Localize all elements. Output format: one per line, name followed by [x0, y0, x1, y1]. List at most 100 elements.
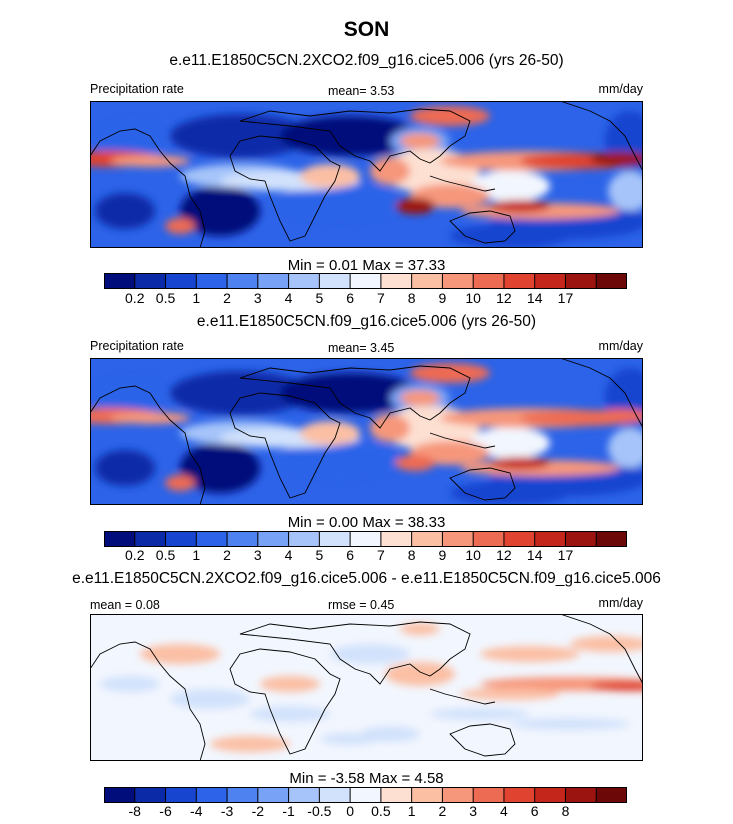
panel2-map-field-region [95, 378, 165, 418]
panel3-colorbar-tick-label: 6 [530, 803, 539, 819]
panel3-colorbar-swatch [534, 787, 566, 803]
panel3-map-field-region [570, 636, 643, 652]
panel2-map-field-region [180, 443, 260, 493]
panel2-map-coastline [429, 432, 496, 449]
panel3-colorbar-swatch [319, 787, 351, 803]
panel3-colorbar-tick-label: -6 [159, 803, 172, 819]
panel3-colorbar [104, 787, 627, 803]
panel3-difference-map [90, 614, 643, 761]
panel2-colorbar-ticks: 0.2 0.5 1 2 3 4 5 6 7 8 9 10 12 14 17 [0, 547, 733, 565]
panel2-colorbar-tick-label: 7 [376, 547, 385, 563]
panel3-colorbar-ticks: -8 -6 -4 -3 -2 -1 -0.5 0 0.5 1 2 3 4 6 8 [0, 803, 733, 821]
panel2-colorbar-tick-label: 4 [284, 547, 293, 563]
panel2-colorbar-swatch [442, 531, 474, 547]
panel2-colorbar-swatch [473, 531, 505, 547]
panel2-colorbar-swatch [380, 531, 413, 547]
panel3-map-coastline [429, 688, 496, 705]
panel3-colorbar-swatch [473, 787, 505, 803]
panel2-map-field-region [370, 414, 410, 442]
panel2-colorbar-swatch [288, 531, 320, 547]
panel3-map-field-region [460, 688, 560, 700]
panel1-mean-label: mean= 3.53 [328, 84, 395, 98]
panel1-map-field-region [395, 198, 435, 214]
panel3-units-label: mm/day [598, 596, 643, 610]
panel3-colorbar-swatch [196, 787, 228, 803]
panel1-colorbar-tick-label: 6 [346, 290, 355, 306]
panel1-map-field-region [280, 183, 400, 219]
panel2-precip-map [90, 358, 643, 505]
panel1-colorbar-ticks: 0.2 0.5 1 2 3 4 5 6 7 8 9 10 12 14 17 [0, 290, 733, 308]
panel2-colorbar-tick-label: 10 [465, 547, 481, 563]
panel1-precip-map [90, 101, 643, 248]
panel2-colorbar [104, 531, 627, 547]
panel1-colorbar-tick-label: 3 [253, 290, 262, 306]
panel1-colorbar-swatch [257, 273, 289, 289]
panel1-map-field-region [180, 186, 260, 236]
panel2-map-field-region [608, 428, 643, 468]
panel2-colorbar-swatch [257, 531, 289, 547]
panel3-colorbar-tick-label: -8 [128, 803, 141, 819]
panel1-map-field-region [370, 157, 410, 185]
panel1-map-field-region [110, 155, 190, 167]
panel2-colorbar-tick-label: 17 [557, 547, 574, 563]
panel3-map-field-region [510, 718, 630, 730]
panel1-colorbar-swatch [319, 273, 351, 289]
panel2-colorbar-swatch [196, 531, 228, 547]
panel2-colorbar-tick-label: 3 [253, 547, 262, 563]
panel3-colorbar-swatch [227, 787, 259, 803]
panel1-colorbar-tick-label: 14 [526, 290, 543, 306]
panel2-colorbar-tick-label: 1 [192, 547, 201, 563]
panel2-map-coastline [559, 358, 643, 429]
panel3-colorbar-swatch [104, 787, 136, 803]
panel3-colorbar-swatch [288, 787, 320, 803]
panel3-colorbar-tick-label: -1 [282, 803, 295, 819]
panel3-colorbar-swatch [134, 787, 166, 803]
panel2-case-title: e.e11.E1850C5CN.f09_g16.cice5.006 (yrs 2… [196, 313, 537, 330]
panel2-map-coastline [90, 385, 206, 505]
panel3-map-field-region [400, 623, 440, 635]
panel1-colorbar-swatch [565, 273, 597, 289]
panel3-colorbar-swatch [165, 787, 197, 803]
panel2-colorbar-swatch [165, 531, 197, 547]
panel2-colorbar-swatch [104, 531, 136, 547]
panel2-colorbar-swatch [534, 531, 566, 547]
panel2-units-label: mm/day [598, 339, 643, 353]
panel3-colorbar-swatch [257, 787, 289, 803]
panel1-colorbar-swatch [165, 273, 197, 289]
panel1-map-field-region [590, 152, 643, 166]
panel3-colorbar-swatch [442, 787, 474, 803]
panel1-colorbar-swatch [411, 273, 443, 289]
panel2-colorbar-tick-label: 8 [407, 547, 416, 563]
panel2-colorbar-tick-label: 14 [526, 547, 543, 563]
panel3-map-coastline [449, 723, 516, 757]
panel3-colorbar-swatch [411, 787, 443, 803]
panel1-colorbar-swatch [442, 273, 474, 289]
panel1-colorbar-swatch [534, 273, 566, 289]
panel3-map-coastline [239, 621, 471, 685]
panel3-map-field-region [385, 662, 455, 686]
panel1-map-field-region [95, 193, 155, 229]
panel2-map-field-region [170, 371, 310, 415]
panel2-colorbar-swatch [134, 531, 166, 547]
panel2-map-field-region [470, 427, 550, 459]
panel1-map-coastline [449, 210, 516, 244]
panel1-map-coastline [429, 175, 496, 192]
panel2-map-coastline [239, 365, 471, 429]
panel3-colorbar-tick-label: 1 [407, 803, 416, 819]
panel3-colorbar-tick-label: -3 [220, 803, 234, 819]
panel1-colorbar-swatch [104, 273, 136, 289]
panel3-colorbar-tick-label: -4 [190, 803, 203, 819]
panel1-case-title: e.e11.E1850C5CN.2XCO2.f09_g16.cice5.006 … [169, 52, 564, 69]
panel3-map-field-region [590, 681, 643, 691]
panel1-colorbar-swatch [227, 273, 259, 289]
panel1-map-field-region [608, 171, 643, 211]
panel1-colorbar-tick-label: 10 [465, 290, 481, 306]
panel3-colorbar-swatch [565, 787, 597, 803]
panel2-colorbar-swatch [227, 531, 259, 547]
panel3-map-field-region [260, 676, 320, 692]
panel2-min-max: Min = 0.00 Max = 38.33 [287, 514, 446, 531]
panel2-colorbar-swatch [596, 531, 627, 547]
panel2-colorbar-tick-label: 9 [438, 547, 447, 563]
panel2-map-field-region [165, 475, 195, 491]
panel3-map-field-region [430, 708, 530, 720]
